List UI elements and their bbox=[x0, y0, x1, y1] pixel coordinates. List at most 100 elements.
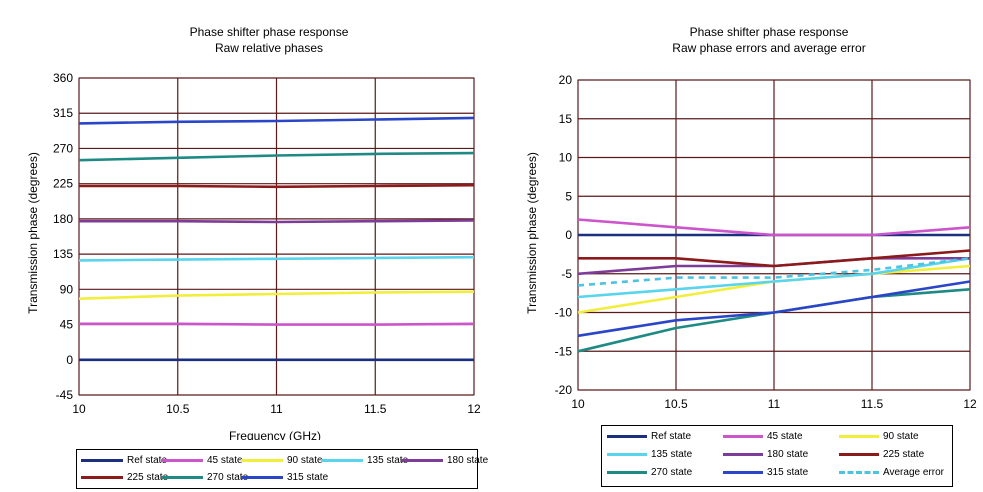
left-series-line-180-state bbox=[79, 219, 475, 224]
left-y-tick-label: 225 bbox=[53, 177, 73, 191]
legend-item: 45 state bbox=[161, 453, 243, 467]
right-series-line-135-state bbox=[577, 257, 971, 299]
legend-label: 225 state bbox=[883, 448, 925, 460]
legend-item: 270 state bbox=[161, 470, 248, 484]
left-x-tick-label: 10 bbox=[72, 402, 86, 416]
left-chart: Phase shifter phase response Raw relativ… bbox=[26, 25, 481, 440]
right-x-tick-label: 12 bbox=[963, 397, 977, 411]
legend-item: Ref state bbox=[607, 429, 691, 443]
right-x-tick-label: 10.5 bbox=[664, 397, 688, 411]
legend-swatch bbox=[723, 434, 763, 438]
right-y-tick-label: -15 bbox=[555, 344, 573, 358]
left-chart-subtitle: Raw relative phases bbox=[215, 41, 323, 55]
legend-label: 180 state bbox=[767, 448, 809, 460]
legend-swatch bbox=[81, 475, 123, 479]
left-y-tick-label: 180 bbox=[53, 212, 73, 226]
legend-item: 315 state bbox=[241, 470, 328, 484]
legend-swatch bbox=[723, 452, 763, 456]
right-series-line-45-state bbox=[577, 218, 971, 237]
legend-item: 180 state bbox=[401, 453, 488, 467]
left-y-tick-label: 45 bbox=[60, 318, 74, 332]
left-x-axis-label: Frequency (GHz) bbox=[229, 429, 321, 440]
left-legend: Ref state 45 state 90 state 135 state 180 st… bbox=[76, 449, 488, 489]
left-grid bbox=[78, 77, 475, 396]
right-x-tick-label: 11.5 bbox=[861, 397, 884, 411]
left-series-lines bbox=[78, 116, 475, 362]
right-series-line-315-state bbox=[577, 280, 971, 338]
legend-swatch bbox=[839, 470, 879, 474]
legend-label: 90 state bbox=[287, 454, 323, 466]
legend-label: 270 state bbox=[207, 471, 249, 483]
legend-item: 90 state bbox=[839, 429, 919, 443]
right-chart-title: Phase shifter phase response bbox=[690, 25, 849, 39]
legend-item: Ref state bbox=[81, 453, 167, 467]
legend-label: 270 state bbox=[651, 466, 693, 478]
left-x-tick-label: 12 bbox=[467, 402, 481, 416]
legend-item: 90 state bbox=[241, 453, 323, 467]
right-y-tick-label: -20 bbox=[555, 383, 573, 397]
left-chart-panel: Phase shifter phase response Raw relativ… bbox=[0, 0, 490, 492]
legend-label: Average error bbox=[883, 466, 944, 478]
right-y-tick-label: 20 bbox=[559, 73, 573, 87]
legend-swatch bbox=[607, 470, 647, 474]
legend-label: 45 state bbox=[767, 430, 803, 442]
left-chart-title: Phase shifter phase response bbox=[190, 25, 349, 39]
legend-label: 90 state bbox=[883, 430, 919, 442]
left-y-tick-label: 90 bbox=[60, 282, 74, 296]
legend-item: 225 state bbox=[839, 447, 924, 461]
legend-item: 45 state bbox=[723, 429, 803, 443]
legend-swatch bbox=[723, 470, 763, 474]
right-y-tick-label: 10 bbox=[559, 151, 573, 165]
left-x-tick-label: 10.5 bbox=[166, 402, 190, 416]
legend-swatch bbox=[161, 458, 203, 462]
left-series-line-315-state bbox=[78, 116, 475, 125]
left-y-tick-label: 315 bbox=[53, 106, 73, 120]
right-x-tick-label: 10 bbox=[571, 397, 585, 411]
legend-item: 135 state bbox=[607, 447, 692, 461]
legend-swatch bbox=[321, 458, 363, 462]
right-y-tick-label: 0 bbox=[565, 228, 572, 242]
left-y-tick-label: 270 bbox=[53, 141, 73, 155]
legend-swatch bbox=[161, 475, 203, 479]
left-series-line-225-state bbox=[79, 183, 475, 189]
left-y-tick-label: 135 bbox=[53, 247, 73, 261]
legend-swatch bbox=[839, 452, 879, 456]
left-y-tick-label: -45 bbox=[56, 388, 74, 402]
legend-label: 180 state bbox=[447, 454, 489, 466]
legend-item: 135 state bbox=[321, 453, 408, 467]
legend-item: 180 state bbox=[723, 447, 808, 461]
legend-label: 225 state bbox=[127, 471, 169, 483]
left-series-line-135-state bbox=[78, 255, 475, 262]
left-y-tick-label: 0 bbox=[66, 353, 73, 367]
left-series-line-90-state bbox=[78, 290, 475, 300]
right-chart: Phase shifter phase response Raw phase e… bbox=[525, 25, 977, 411]
legend-item: 225 state bbox=[81, 470, 168, 484]
legend-swatch bbox=[839, 434, 879, 438]
left-y-tick-label: 360 bbox=[53, 71, 73, 85]
right-y-tick-label: -5 bbox=[561, 267, 572, 281]
legend-label: Ref state bbox=[651, 430, 692, 442]
right-series-line-225-state bbox=[578, 249, 971, 268]
legend-label: 135 state bbox=[651, 448, 693, 460]
right-chart-subtitle: Raw phase errors and average error bbox=[672, 41, 865, 55]
right-y-axis-label: Transmission phase (degrees) bbox=[525, 152, 539, 314]
legend-swatch bbox=[241, 458, 283, 462]
right-y-tick-label: 5 bbox=[565, 189, 572, 203]
right-series-lines bbox=[577, 218, 971, 353]
legend-item: 315 state bbox=[723, 465, 808, 479]
legend-label: 45 state bbox=[207, 454, 243, 466]
legend-swatch bbox=[401, 458, 443, 462]
left-series-line-45-state bbox=[79, 322, 475, 326]
left-x-tick-label: 11.5 bbox=[364, 402, 387, 416]
legend-label: 135 state bbox=[367, 454, 409, 466]
right-legend: Ref state 45 state 90 state 135 state 180 st… bbox=[601, 425, 953, 487]
left-series-line-270-state bbox=[78, 151, 475, 162]
legend-swatch bbox=[607, 434, 647, 438]
legend-label: 315 state bbox=[767, 466, 809, 478]
legend-swatch bbox=[607, 452, 647, 456]
right-x-tick-label: 11 bbox=[768, 397, 781, 411]
legend-item: 270 state bbox=[607, 465, 692, 479]
legend-swatch bbox=[81, 458, 123, 462]
left-y-axis-label: Transmission phase (degrees) bbox=[26, 152, 40, 314]
